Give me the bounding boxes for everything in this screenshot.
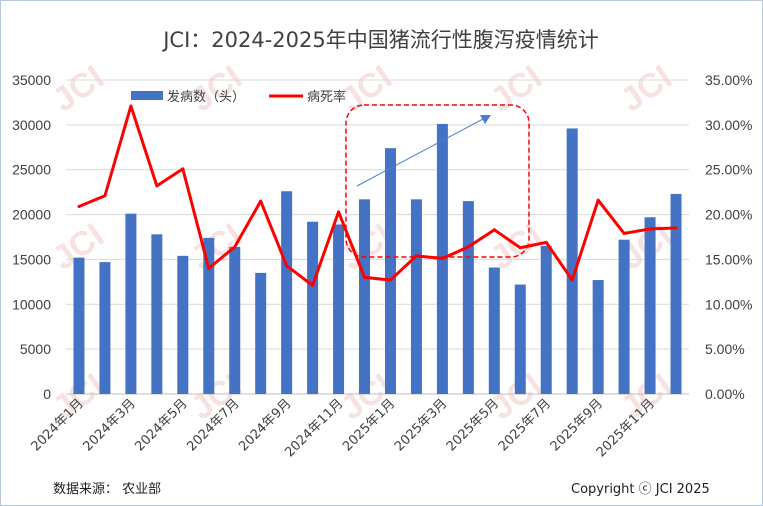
- line-point: [285, 264, 289, 268]
- line-point: [648, 227, 652, 231]
- bar: [540, 245, 552, 394]
- line-point: [622, 231, 626, 235]
- bar: [307, 221, 319, 394]
- bar: [670, 193, 682, 394]
- line-point: [440, 257, 444, 261]
- y-left-tick-label: 25000: [12, 162, 51, 178]
- line-point: [103, 194, 107, 198]
- y-left-tick-label: 15000: [12, 251, 51, 267]
- line-point: [337, 210, 341, 214]
- bar: [99, 262, 111, 394]
- bar: [514, 284, 526, 394]
- y-right-tick-label: 35.00%: [705, 72, 752, 88]
- line-point: [77, 204, 81, 208]
- line-point: [674, 226, 678, 230]
- source-note: 数据来源： 农业部: [53, 482, 161, 497]
- y-right-tick-label: 20.00%: [705, 207, 752, 223]
- bar: [566, 128, 578, 394]
- mortality-line: [78, 104, 677, 287]
- y-right-tick-label: 15.00%: [705, 251, 752, 267]
- bar: [462, 201, 474, 394]
- x-tick-label: 2025年3月: [392, 396, 450, 454]
- bar: [255, 272, 267, 394]
- x-tick-label: 2024年5月: [132, 396, 190, 454]
- bar: [644, 217, 656, 394]
- line-point: [259, 199, 263, 203]
- highlight-box: [345, 104, 530, 258]
- bar: [410, 199, 422, 394]
- bar: [333, 224, 345, 394]
- bar: [384, 148, 396, 394]
- y-left-tick-label: 20000: [12, 207, 51, 223]
- line-point: [518, 246, 522, 250]
- line-point: [233, 245, 237, 249]
- legend-line-label: 病死率: [307, 89, 346, 105]
- bar: [592, 280, 604, 394]
- line-point: [129, 104, 133, 108]
- line-point: [363, 275, 367, 279]
- y-left-tick-label: 5000: [20, 341, 51, 357]
- watermark-text: JCI: [46, 58, 111, 119]
- line-series: [77, 104, 678, 287]
- watermark-text: JCI: [334, 58, 399, 119]
- watermark-text: JCI: [484, 58, 549, 119]
- bar: [125, 213, 137, 394]
- y-left-tick-label: 30000: [12, 117, 51, 133]
- highlight-annotation: [345, 104, 530, 258]
- line-point: [181, 167, 185, 171]
- bar-series: [73, 123, 682, 395]
- bar: [73, 257, 85, 394]
- bar: [203, 237, 215, 394]
- line-point: [388, 278, 392, 282]
- y-right-tick-label: 30.00%: [705, 117, 752, 133]
- bar: [177, 255, 189, 394]
- y-left-tick-label: 10000: [12, 296, 51, 312]
- legend-bar-swatch: [131, 91, 163, 100]
- bar: [229, 246, 241, 394]
- watermark-text: JCI: [184, 58, 249, 119]
- chart-title: JCI：2024-2025年中国猪流行性腹泻疫情统计: [161, 28, 599, 52]
- y-left-tick-label: 35000: [12, 72, 51, 88]
- watermark-text: JCI: [614, 58, 679, 119]
- x-tick-label: 2025年5月: [444, 396, 502, 454]
- line-point: [596, 198, 600, 202]
- bar: [618, 239, 630, 394]
- y-right-tick-label: 25.00%: [705, 162, 752, 178]
- bar: [359, 199, 371, 394]
- y-right-tick-label: 0.00%: [705, 386, 745, 402]
- legend: 发病数（头） 病死率: [131, 89, 346, 105]
- line-point: [544, 240, 548, 244]
- line-point: [207, 266, 211, 270]
- y-left-tick-label: 0: [43, 386, 51, 402]
- line-point: [155, 184, 159, 188]
- trend-arrow-line: [356, 118, 484, 187]
- legend-bar-label: 发病数（头）: [167, 89, 245, 105]
- y-right-tick-label: 5.00%: [705, 341, 745, 357]
- bar: [151, 234, 163, 394]
- bar: [281, 191, 293, 394]
- y-right-tick-label: 10.00%: [705, 296, 752, 312]
- line-point: [492, 228, 496, 232]
- trend-arrow-head: [480, 115, 491, 124]
- copyright-text: Copyright ⓒ JCI 2025: [571, 482, 710, 497]
- line-point: [311, 283, 315, 287]
- line-point: [570, 278, 574, 282]
- gridlines: [66, 79, 689, 395]
- bar: [488, 267, 500, 394]
- line-point: [466, 245, 470, 249]
